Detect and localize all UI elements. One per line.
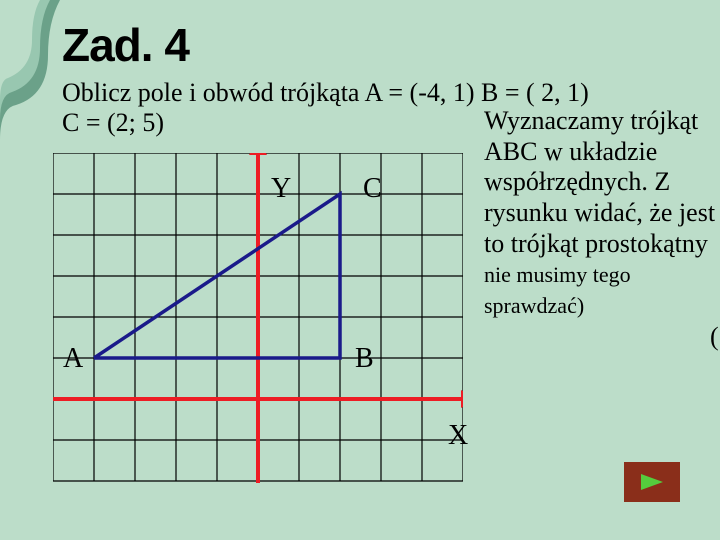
- coordinate-chart: Y X A B C: [53, 153, 463, 483]
- task-title: Zad. 4: [62, 18, 189, 72]
- x-axis-label: X: [448, 420, 468, 452]
- point-a-label: A: [63, 343, 83, 375]
- explanation-text: Wyznaczamy trójkąt ABC w układzie współr…: [484, 106, 720, 321]
- open-paren: (: [710, 322, 719, 352]
- explanation-main: Wyznaczamy trójkąt ABC w układzie współr…: [484, 106, 715, 258]
- point-c-label: C: [363, 173, 382, 205]
- next-button[interactable]: [624, 462, 680, 502]
- problem-line1: Oblicz pole i obwód trójkąta A = (-4, 1)…: [62, 78, 589, 107]
- chart-svg: [53, 153, 463, 483]
- arrow-right-icon: [637, 470, 667, 494]
- point-b-label: B: [355, 343, 374, 375]
- problem-line2: C = (2; 5): [62, 108, 164, 137]
- y-axis-label: Y: [271, 173, 291, 205]
- explanation-note: nie musimy tego sprawdzać): [484, 262, 631, 318]
